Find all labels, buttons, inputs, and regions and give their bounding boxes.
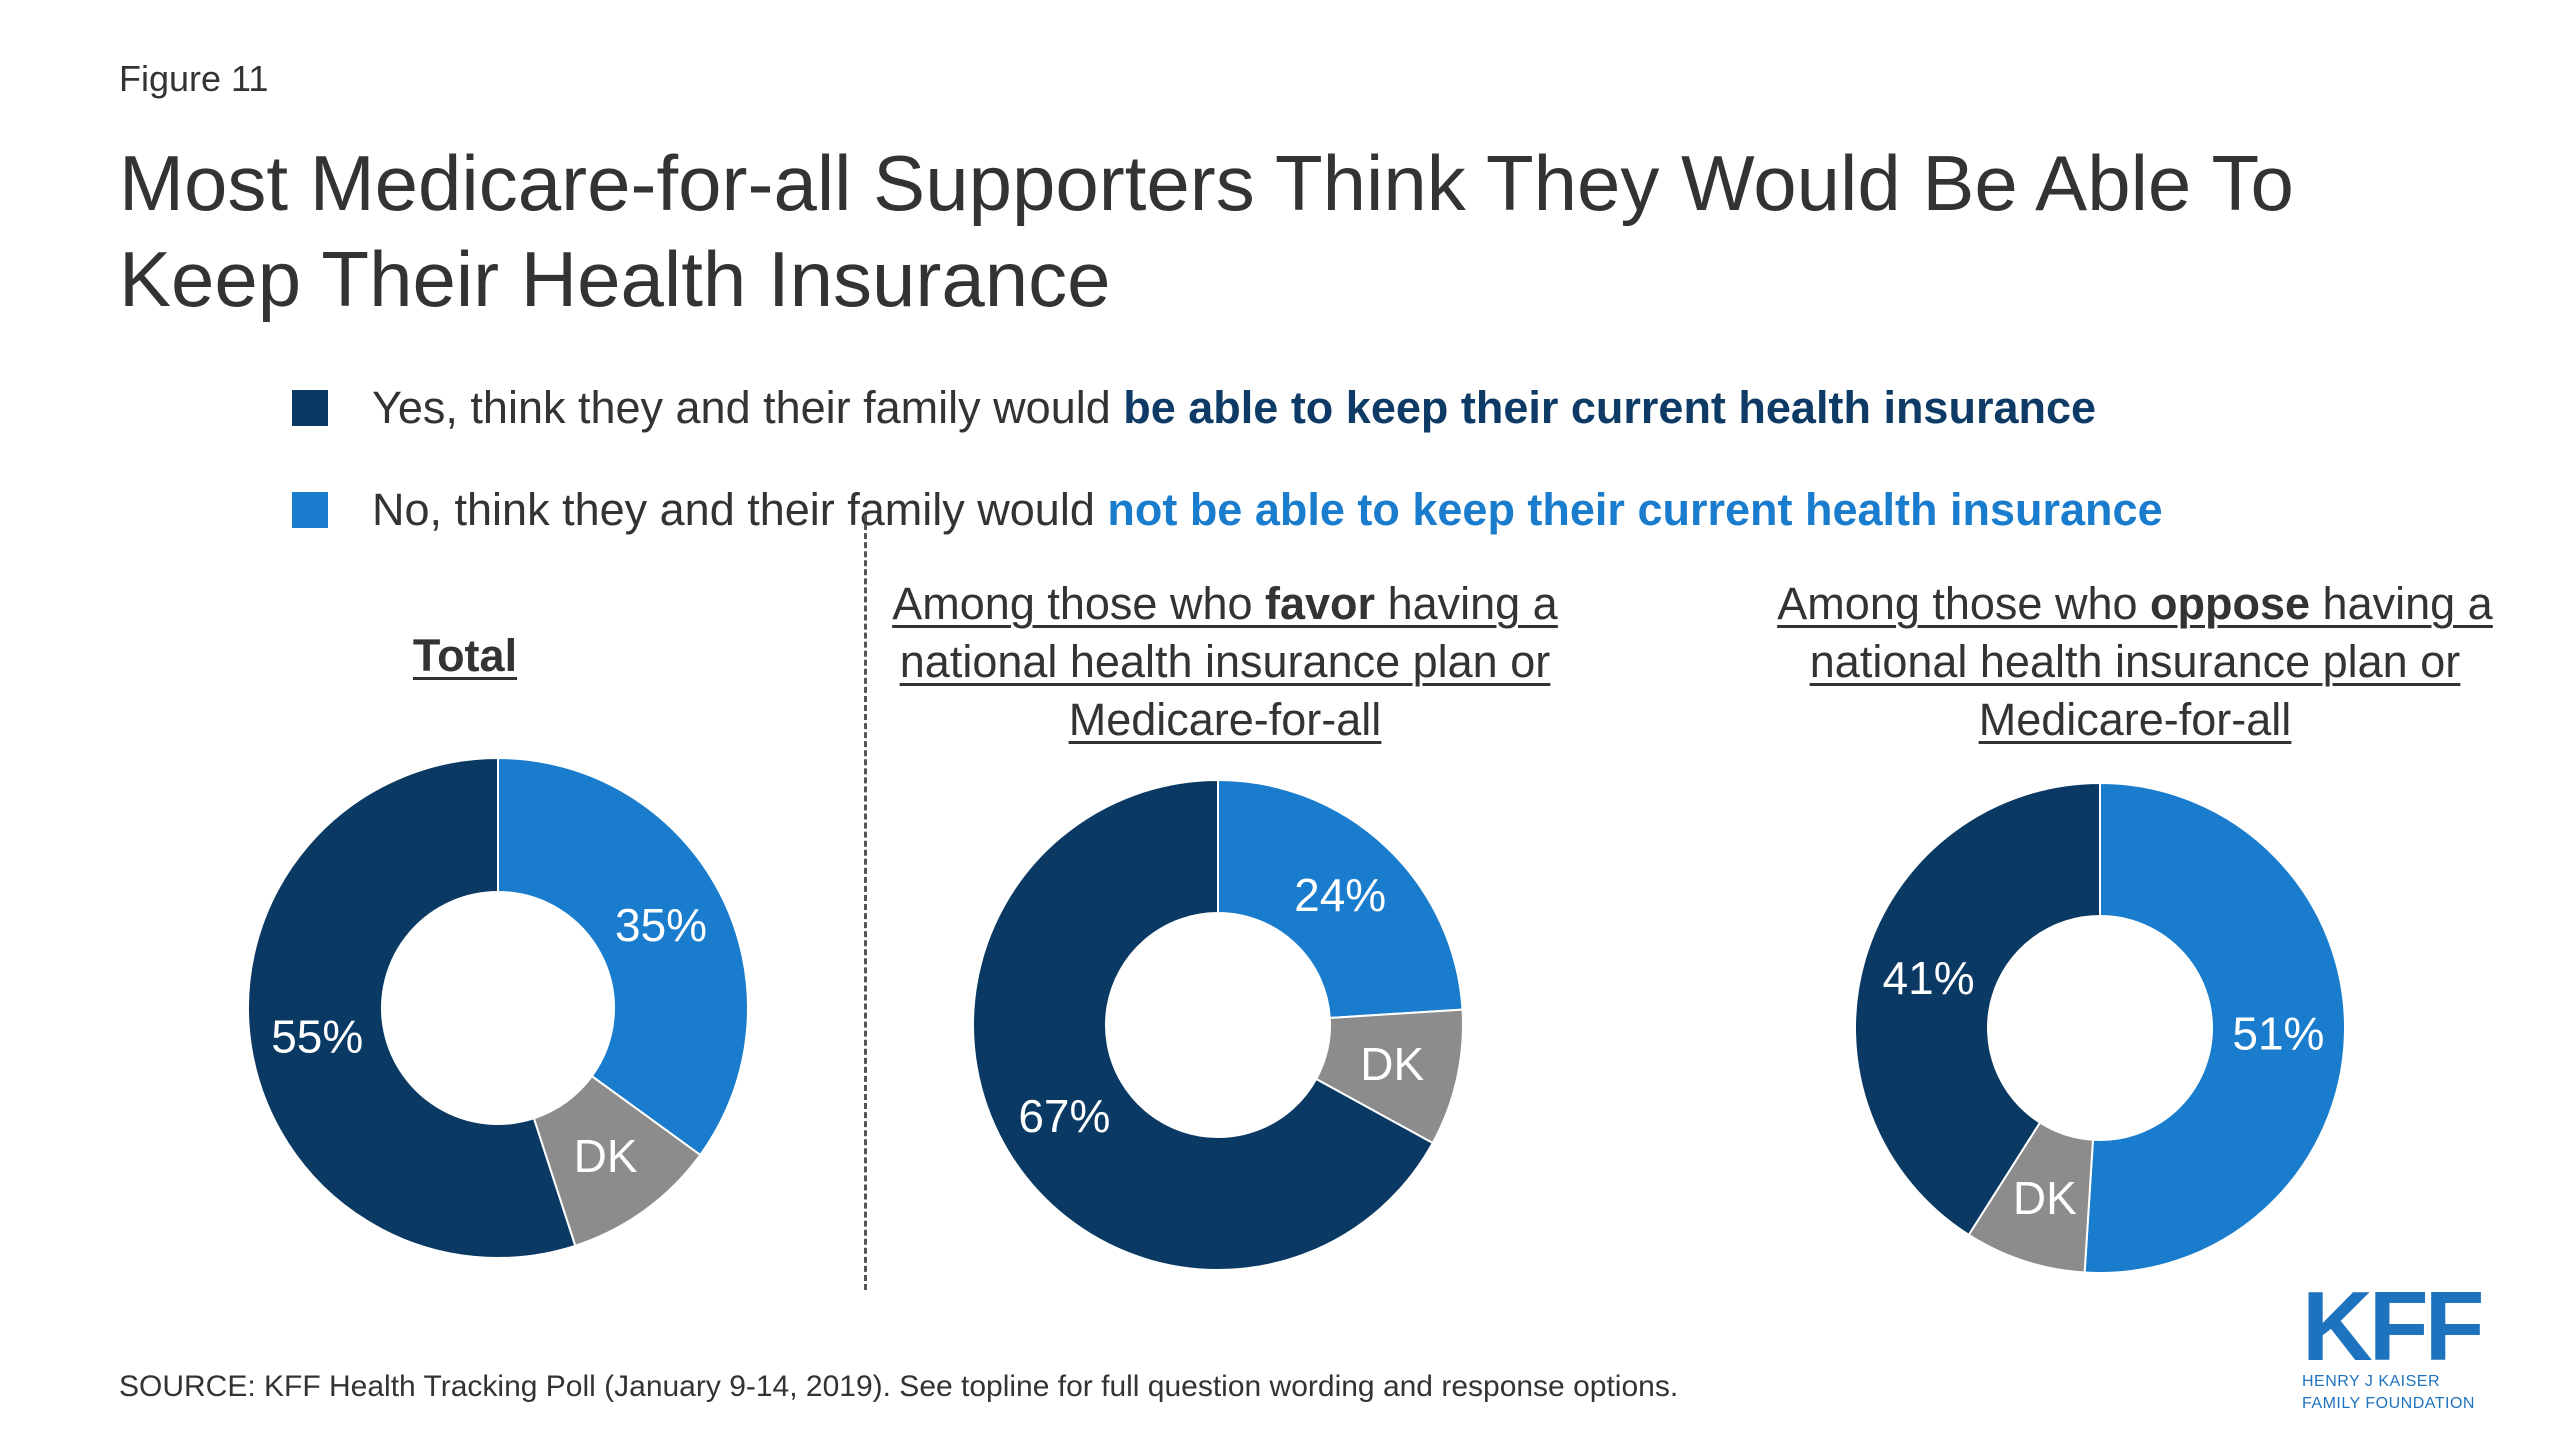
legend-yes-prefix: Yes, think they and their family would xyxy=(372,382,1124,433)
panel-title-oppose: Among those who oppose having a national… xyxy=(1760,575,2510,749)
logo-line2: FAMILY FOUNDATION xyxy=(2302,1395,2475,1412)
donut-2-label-yes: 41% xyxy=(1883,952,1975,1004)
panel-title-oppose-text: Among those who oppose having a national… xyxy=(1777,578,2492,745)
donut-0-label-no: 35% xyxy=(615,899,707,951)
panel-favor-post: having a national health insurance plan … xyxy=(899,578,1558,745)
panel-title-total-text: Total xyxy=(412,630,518,681)
donut-1-slice-no xyxy=(1217,778,1464,1020)
kff-logo: KFF HENRY J KAISER FAMILY FOUNDATION xyxy=(2302,1271,2502,1413)
donut-2-label-no: 51% xyxy=(2232,1008,2324,1060)
panel-title-favor-text: Among those who favor having a national … xyxy=(892,578,1557,745)
donut-1-slice-yes xyxy=(972,778,1435,1271)
donut-1-label-no: 24% xyxy=(1294,869,1386,921)
legend-no-prefix: No, think they and their family would xyxy=(372,484,1108,535)
legend: Yes, think they and their family would b… xyxy=(292,378,2163,582)
panel-oppose-bold: oppose xyxy=(2150,578,2311,629)
panel-oppose-pre: Among those who xyxy=(1777,578,2151,629)
panel-title-favor: Among those who favor having a national … xyxy=(870,575,1580,749)
donut-2-label-dk: DK xyxy=(2013,1172,2077,1224)
legend-item-no: No, think they and their family would no… xyxy=(292,480,2163,540)
panel-favor-pre: Among those who xyxy=(892,578,1266,629)
source-note: SOURCE: KFF Health Tracking Poll (Januar… xyxy=(119,1370,1679,1403)
donut-2-slice-no xyxy=(2083,781,2346,1274)
panel-divider xyxy=(864,515,867,1290)
donut-0-slice-no xyxy=(497,756,750,1157)
legend-yes-emphasis: be able to keep their current health ins… xyxy=(1123,382,2097,433)
donut-charts: 35% DK 55% 24% DK 67% 51% DK 41% xyxy=(246,756,2346,1274)
donut-0-label-dk: DK xyxy=(574,1130,638,1182)
legend-no-emphasis: not be able to keep their current health… xyxy=(1107,484,2163,535)
chart-title: Most Medicare-for-all Supporters Think T… xyxy=(119,139,2294,323)
donut-0-label-yes: 55% xyxy=(271,1011,363,1063)
panel-title-total: Total xyxy=(330,627,600,685)
legend-swatch-no xyxy=(292,492,328,528)
figure-label: Figure 11 xyxy=(119,58,269,99)
panel-favor-bold: favor xyxy=(1265,578,1376,629)
logo-line1: HENRY J KAISER xyxy=(2302,1373,2441,1390)
logo-mark: KFF xyxy=(2302,1271,2485,1381)
panel-oppose-post: having a national health insurance plan … xyxy=(1809,578,2493,745)
donut-1-label-dk: DK xyxy=(1360,1038,1424,1090)
donut-2-slice-yes xyxy=(1854,781,2101,1237)
legend-item-yes: Yes, think they and their family would b… xyxy=(292,378,2163,438)
donut-1-label-yes: 67% xyxy=(1018,1090,1110,1142)
donut-0-slice-yes xyxy=(246,756,577,1259)
legend-swatch-yes xyxy=(292,390,328,426)
